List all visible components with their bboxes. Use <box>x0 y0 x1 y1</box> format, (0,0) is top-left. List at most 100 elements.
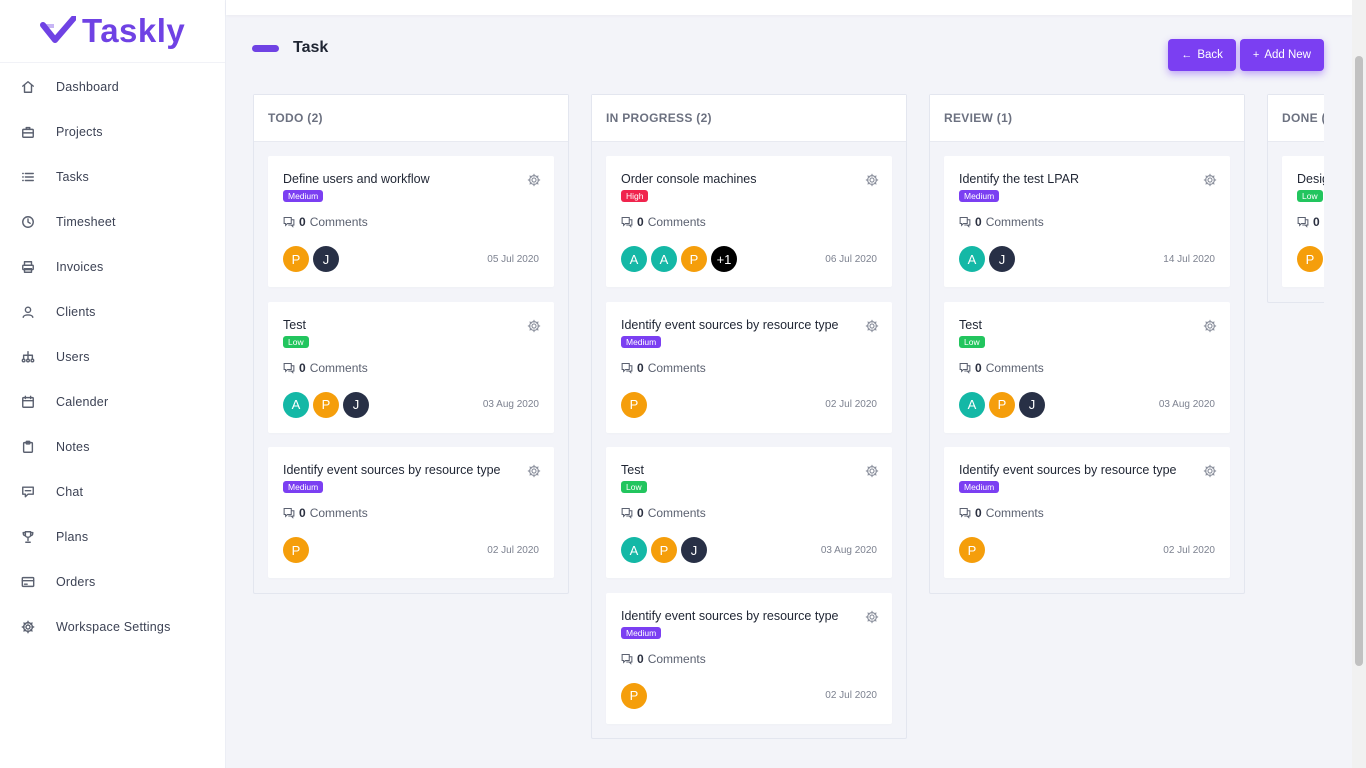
task-card[interactable]: Identify the test LPAR Medium 0 Comments A J 1… <box>944 156 1230 287</box>
avatar[interactable]: J <box>313 246 339 272</box>
task-title[interactable]: Identify event sources by resource type <box>959 463 1177 477</box>
avatar[interactable]: P <box>621 391 647 418</box>
task-card[interactable]: Order console machines High 0 Comments A A P +1… <box>606 156 892 287</box>
gear-icon[interactable] <box>1203 173 1217 187</box>
gear-icon[interactable] <box>527 173 541 187</box>
task-card[interactable]: Test Low 0 Comments A P J 03 Aug 2020 <box>606 447 892 578</box>
avatar[interactable]: +1 <box>711 246 737 272</box>
page-scrollbar[interactable] <box>1352 0 1366 768</box>
sidebar-item-chat[interactable]: Chat <box>0 469 225 514</box>
avatar[interactable]: A <box>621 537 647 563</box>
gear-icon[interactable] <box>1203 464 1217 478</box>
avatar[interactable]: P <box>313 391 339 418</box>
avatar[interactable]: P <box>989 391 1015 418</box>
avatar[interactable]: J <box>1019 391 1045 418</box>
sidebar-item-timesheet[interactable]: Timesheet <box>0 199 225 244</box>
task-title[interactable]: Test <box>959 317 982 332</box>
priority-badge: Medium <box>959 481 1000 493</box>
avatar[interactable]: J <box>681 537 707 563</box>
task-card[interactable]: Identify event sources by resource type M… <box>606 592 892 724</box>
comment-icon <box>621 216 633 228</box>
task-title[interactable]: Identify the test LPAR <box>959 172 1079 186</box>
avatar[interactable]: P <box>681 246 707 272</box>
task-card[interactable]: Define users and workflow Medium 0 Comments… <box>268 156 554 287</box>
comments-label: Comments <box>647 360 706 375</box>
gear-icon[interactable] <box>527 319 541 333</box>
task-title[interactable]: Identify event sources by resource type <box>621 317 839 332</box>
avatar[interactable]: P <box>283 246 309 272</box>
gear-icon[interactable] <box>527 464 541 478</box>
sidebar-item-clients[interactable]: Clients <box>0 289 225 334</box>
avatar[interactable]: P <box>651 537 677 563</box>
task-title[interactable]: Identify event sources by resource type <box>621 608 839 623</box>
gear-icon[interactable] <box>865 319 879 333</box>
add-new-button[interactable]: + Add New <box>1239 39 1324 71</box>
sidebar-item-orders[interactable]: Orders <box>0 559 225 604</box>
due-date: 03 Aug 2020 <box>820 544 877 556</box>
task-title[interactable]: Design <box>1297 172 1324 186</box>
gear-icon <box>21 620 35 633</box>
task-card[interactable]: Identify event sources by resource type M… <box>944 447 1230 578</box>
task-title[interactable]: Identify event sources by resource type <box>283 463 501 477</box>
task-card[interactable]: Test Low 0 Comments A P J 03 Aug 2020 <box>944 301 1230 433</box>
sidebar-item-notes[interactable]: Notes <box>0 424 225 469</box>
avatar[interactable]: A <box>959 246 985 272</box>
task-card[interactable]: Identify event sources by resource type M… <box>268 447 554 578</box>
avatar[interactable]: A <box>959 391 985 418</box>
column-body: Define users and workflow Medium 0 Comments… <box>254 142 568 578</box>
comments-label: Comments <box>647 651 706 666</box>
avatar[interactable]: J <box>989 246 1015 272</box>
sidebar-nav: Dashboard Projects Tasks Timesheet Invoices C… <box>0 63 225 649</box>
sidebar-item-users[interactable]: Users <box>0 334 225 379</box>
avatar[interactable]: P <box>959 537 985 563</box>
task-title[interactable]: Define users and workflow <box>283 172 430 186</box>
sidebar-item-workspace-settings[interactable]: Workspace Settings <box>0 604 225 649</box>
sidebar-item-projects[interactable]: Projects <box>0 109 225 154</box>
sidebar-item-dashboard[interactable]: Dashboard <box>0 64 225 109</box>
task-card[interactable]: Test Low 0 Comments A P J 03 Aug 2020 <box>268 301 554 433</box>
sidebar-item-calender[interactable]: Calender <box>0 379 225 424</box>
card-footer: P <box>1297 246 1324 272</box>
scrollbar-thumb[interactable] <box>1355 56 1363 666</box>
avatar[interactable]: A <box>621 246 647 272</box>
sidebar-item-label: Workspace Settings <box>56 619 171 634</box>
sidebar-item-invoices[interactable]: Invoices <box>0 244 225 289</box>
task-title[interactable]: Order console machines <box>621 172 757 186</box>
gear-icon[interactable] <box>865 173 879 187</box>
gear-icon[interactable] <box>1203 319 1217 333</box>
gear-icon[interactable] <box>865 464 879 478</box>
avatar[interactable]: A <box>283 391 309 418</box>
task-title[interactable]: Test <box>283 317 306 332</box>
avatar[interactable]: P <box>1297 246 1323 272</box>
avatar[interactable]: P <box>621 682 647 709</box>
gear-icon[interactable] <box>865 610 879 624</box>
comments-number: 0 <box>637 506 644 520</box>
avatar[interactable]: A <box>651 246 677 272</box>
back-button-label: Back <box>1197 49 1223 61</box>
priority-badge: Low <box>283 335 309 348</box>
sidebar-item-tasks[interactable]: Tasks <box>0 154 225 199</box>
avatar[interactable]: P <box>283 537 309 563</box>
avatar[interactable]: J <box>343 391 369 418</box>
logo[interactable]: Taskly <box>0 0 225 63</box>
task-title[interactable]: Test <box>621 463 644 477</box>
sidebar-item-plans[interactable]: Plans <box>0 514 225 559</box>
task-card[interactable]: Identify event sources by resource type M… <box>606 301 892 433</box>
due-date: 02 Jul 2020 <box>825 690 877 701</box>
clipboard-icon <box>22 440 34 453</box>
back-button[interactable]: ← Back <box>1168 39 1236 71</box>
comments-label: Comments <box>647 506 706 520</box>
